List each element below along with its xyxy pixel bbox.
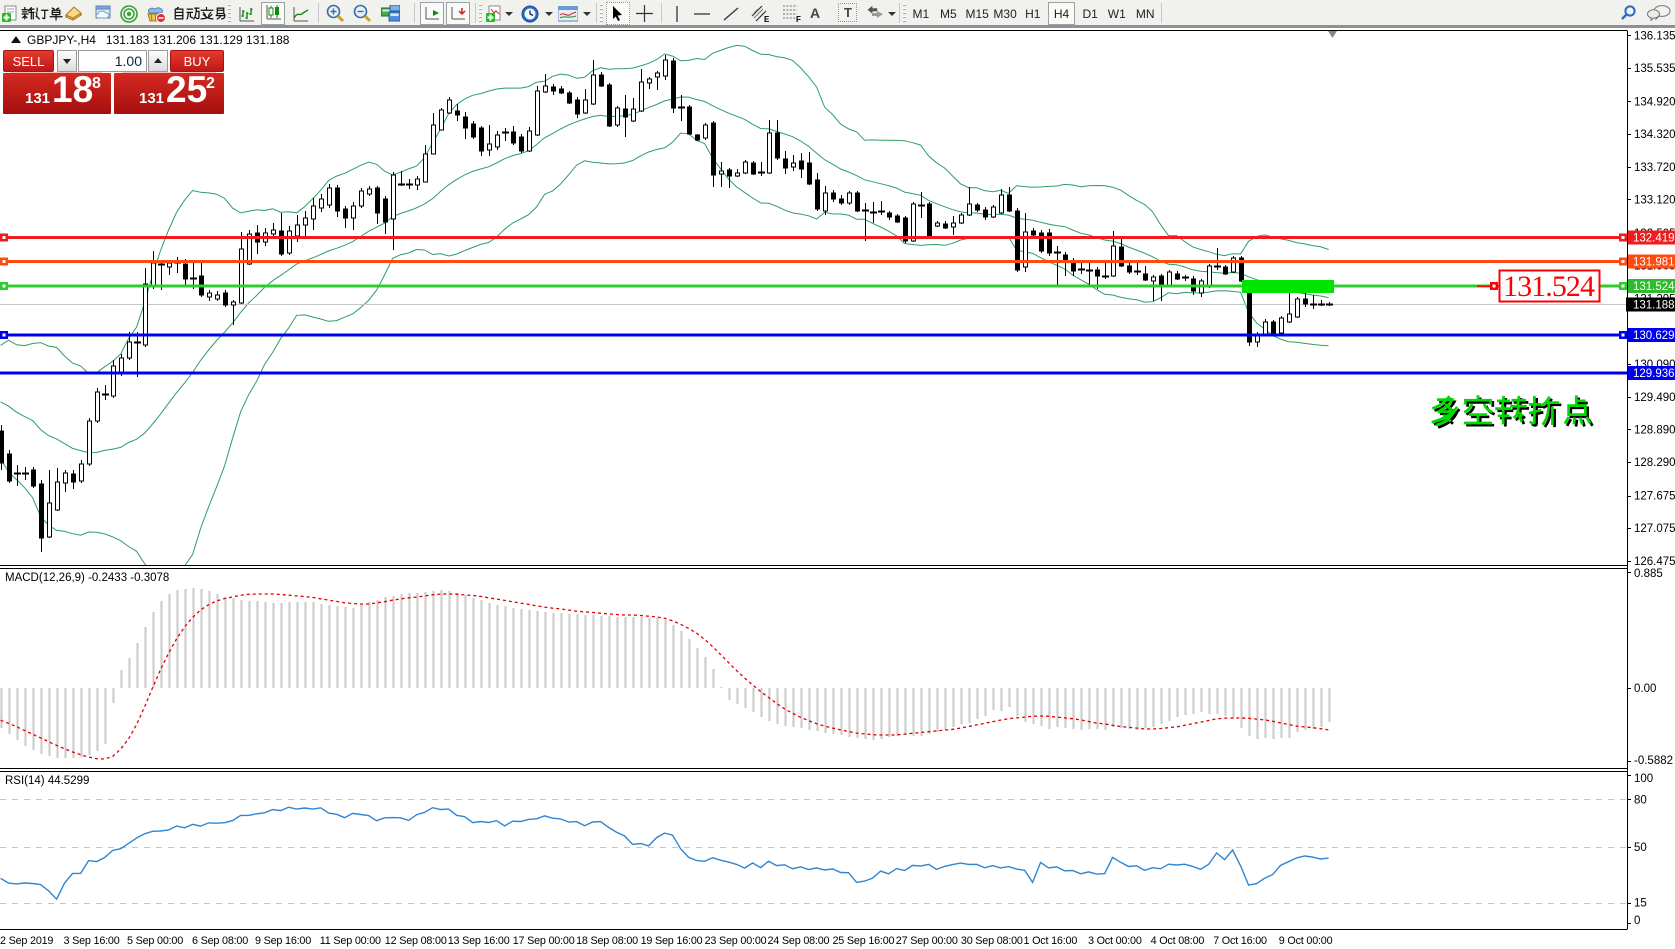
svg-text:23 Sep 00:00: 23 Sep 00:00 <box>705 935 767 947</box>
svg-text:128.290: 128.290 <box>1634 457 1675 469</box>
svg-text:131.981: 131.981 <box>1633 256 1675 268</box>
svg-text:4 Oct 08:00: 4 Oct 08:00 <box>1151 935 1205 947</box>
svg-text:3 Sep 16:00: 3 Sep 16:00 <box>64 935 120 947</box>
svg-text:135.535: 135.535 <box>1634 63 1675 75</box>
svg-text:1 Oct 16:00: 1 Oct 16:00 <box>1024 935 1078 947</box>
svg-text:5 Sep 00:00: 5 Sep 00:00 <box>127 935 183 947</box>
svg-text:E: E <box>764 15 770 23</box>
svg-text:9 Sep 16:00: 9 Sep 16:00 <box>255 935 311 947</box>
svg-text:131.524: 131.524 <box>1503 270 1595 303</box>
svg-text:136.135: 136.135 <box>1634 30 1675 42</box>
svg-text:131.524: 131.524 <box>1633 281 1675 293</box>
svg-text:17 Sep 00:00: 17 Sep 00:00 <box>513 935 575 947</box>
svg-text:100: 100 <box>1634 773 1653 785</box>
svg-text:133.720: 133.720 <box>1634 162 1675 174</box>
svg-text:132.419: 132.419 <box>1633 233 1675 245</box>
svg-text:0.885: 0.885 <box>1634 568 1663 580</box>
svg-text:128.890: 128.890 <box>1634 424 1675 436</box>
svg-text:25 Sep 16:00: 25 Sep 16:00 <box>833 935 895 947</box>
svg-text:134.920: 134.920 <box>1634 96 1675 108</box>
svg-text:18 Sep 08:00: 18 Sep 08:00 <box>576 935 638 947</box>
svg-text:-0.5882: -0.5882 <box>1634 755 1673 767</box>
svg-text:9 Oct 00:00: 9 Oct 00:00 <box>1279 935 1333 947</box>
svg-text:13 Sep 16:00: 13 Sep 16:00 <box>448 935 510 947</box>
svg-text:30 Sep 08:00: 30 Sep 08:00 <box>961 935 1023 947</box>
svg-text:7 Oct 16:00: 7 Oct 16:00 <box>1213 935 1267 947</box>
svg-text:126.475: 126.475 <box>1634 556 1675 568</box>
svg-text:0: 0 <box>1634 915 1640 927</box>
svg-text:80: 80 <box>1634 794 1647 806</box>
svg-text:15: 15 <box>1634 898 1647 910</box>
svg-text:12 Sep 08:00: 12 Sep 08:00 <box>385 935 447 947</box>
svg-text:129.490: 129.490 <box>1634 392 1675 404</box>
svg-text:3 Oct 00:00: 3 Oct 00:00 <box>1088 935 1142 947</box>
svg-text:130.629: 130.629 <box>1633 330 1675 342</box>
svg-text:RSI(14) 44.5299: RSI(14) 44.5299 <box>5 775 89 787</box>
svg-text:133.120: 133.120 <box>1634 194 1675 206</box>
svg-text:129.936: 129.936 <box>1633 368 1675 380</box>
svg-text:6 Sep 08:00: 6 Sep 08:00 <box>192 935 248 947</box>
svg-text:127.075: 127.075 <box>1634 523 1675 535</box>
svg-text:MACD(12,26,9) -0.2433 -0.3078: MACD(12,26,9) -0.2433 -0.3078 <box>5 572 169 584</box>
svg-text:F: F <box>796 15 801 23</box>
svg-text:134.320: 134.320 <box>1634 129 1675 141</box>
svg-text:11 Sep 00:00: 11 Sep 00:00 <box>320 935 381 947</box>
svg-text:27 Sep 00:00: 27 Sep 00:00 <box>896 935 958 947</box>
svg-text:24 Sep 08:00: 24 Sep 08:00 <box>768 935 830 947</box>
svg-text:19 Sep 16:00: 19 Sep 16:00 <box>641 935 703 947</box>
svg-text:131.188: 131.188 <box>1633 300 1675 312</box>
svg-text:127.675: 127.675 <box>1634 491 1675 503</box>
svg-text:50: 50 <box>1634 842 1647 854</box>
svg-text:0.00: 0.00 <box>1634 683 1656 695</box>
svg-text:2 Sep 2019: 2 Sep 2019 <box>0 935 53 947</box>
